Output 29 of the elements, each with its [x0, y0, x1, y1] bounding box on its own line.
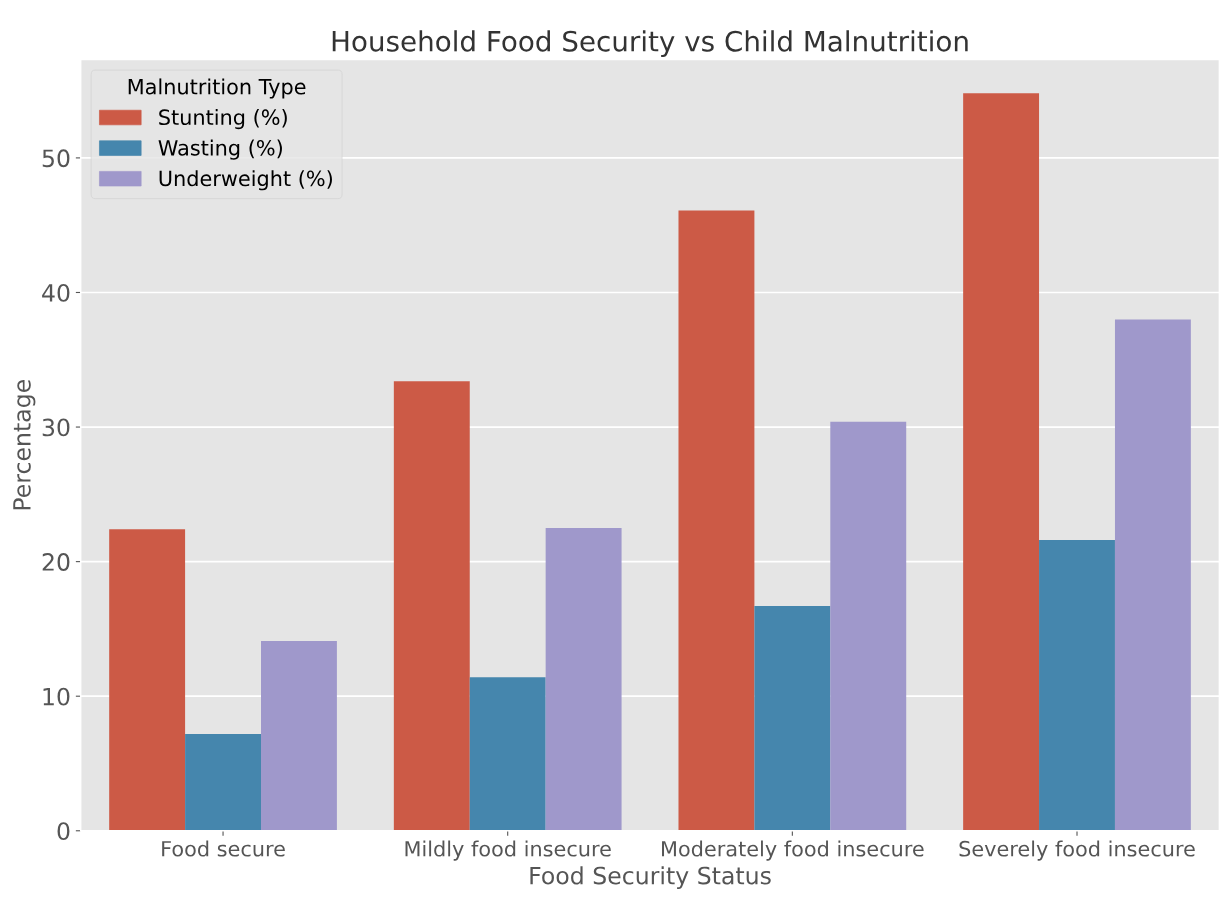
bar	[963, 93, 1040, 831]
bar	[469, 677, 546, 831]
legend-label: Underweight (%)	[159, 170, 332, 191]
bar	[261, 641, 337, 831]
legend-label: Wasting (%)	[158, 139, 282, 160]
bar	[830, 421, 907, 831]
x-tick-label: Mildly food insecure	[405, 840, 611, 861]
y-tick-label: 20	[42, 553, 70, 571]
bar	[545, 527, 622, 831]
y-tick-label: 10	[43, 687, 70, 706]
y-axis-title: Percentage	[13, 380, 36, 510]
bar	[1114, 319, 1191, 831]
x-tick-label: Severely food insecure	[959, 840, 1195, 861]
legend-title: Malnutrition Type	[128, 78, 306, 99]
bar	[109, 529, 186, 831]
x-axis-title: Food Security Status	[530, 866, 771, 890]
x-tick-label: Food secure	[162, 840, 285, 857]
chart-title: Household Food Security vs Child Malnutrition	[332, 30, 968, 58]
x-tick-label: Moderately food insecure	[662, 840, 924, 861]
bar	[1039, 540, 1115, 831]
y-tick-label: 0	[57, 822, 70, 841]
bar	[185, 733, 261, 831]
bar	[754, 606, 831, 831]
y-tick-label: 30	[42, 418, 70, 437]
y-tick-label: 50	[42, 149, 70, 168]
bar	[678, 210, 755, 831]
y-tick-label: 40	[42, 283, 70, 302]
legend-label: Stunting (%)	[159, 108, 287, 130]
bar	[393, 381, 470, 831]
